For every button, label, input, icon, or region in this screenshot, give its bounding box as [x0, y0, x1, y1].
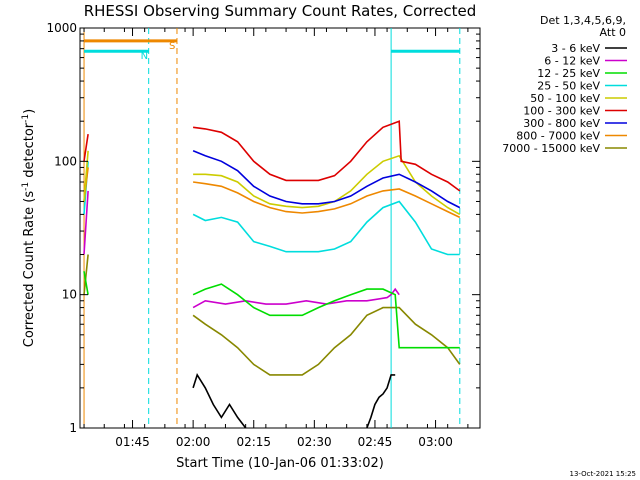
footer-timestamp: 13-Oct-2021 15:25	[570, 470, 636, 478]
plot-frame	[79, 27, 481, 429]
legend-entry-label: 12 - 25 keV	[537, 67, 600, 80]
legend-entry-label: 300 - 800 keV	[523, 117, 600, 130]
legend-header: Att 0	[600, 26, 626, 39]
y-tick-label: 1	[69, 421, 77, 435]
y-axis-label-part: )	[22, 109, 37, 114]
x-axis-label: Start Time (10-Jan-06 01:33:02)	[176, 456, 384, 471]
legend-entry-label: 25 - 50 keV	[537, 80, 600, 93]
x-tick-label: 02:45	[358, 435, 393, 449]
x-tick-label: 01:45	[115, 435, 150, 449]
legend-entry-label: 6 - 12 keV	[544, 55, 600, 68]
y-axis-label-part: detector	[22, 122, 37, 182]
chart-title: RHESSI Observing Summary Count Rates, Co…	[84, 2, 477, 20]
series-line	[83, 190, 400, 309]
series-line	[192, 373, 396, 429]
x-tick-label: 02:15	[236, 435, 271, 449]
y-tick-label: 10	[62, 288, 77, 302]
series-line	[83, 254, 461, 376]
series-line	[83, 120, 461, 192]
x-tick-label: 02:30	[297, 435, 332, 449]
y-axis-label: Corrected Count Rate (s-1 detector-1)	[21, 109, 37, 347]
legend-entry-label: 800 - 7000 keV	[516, 130, 600, 143]
flag-bar-label: S	[169, 41, 175, 52]
legend-entry-label: 7000 - 15000 keV	[502, 142, 600, 155]
plot-border	[79, 27, 481, 429]
flag-bar-label: N	[141, 51, 148, 62]
y-tick-label: 1000	[46, 21, 77, 35]
x-tick-label: 02:00	[176, 435, 211, 449]
series-line	[192, 150, 461, 209]
y-axis-label-part: Corrected Count Rate (s	[22, 191, 37, 348]
x-tick-label: 03:00	[418, 435, 453, 449]
legend-entry-label: 3 - 6 keV	[551, 42, 600, 55]
series-line	[83, 150, 461, 216]
series-line	[83, 271, 460, 349]
legend-entry-label: 100 - 300 keV	[523, 105, 600, 118]
x-axis: 01:45 02:00 02:15 02:30 02:45 03:00	[83, 28, 469, 449]
legend-entry-label: 50 - 100 keV	[530, 92, 600, 105]
y-axis-label-part: -1	[21, 182, 31, 191]
legend-header: Det 1,3,4,5,6,9,	[540, 14, 626, 27]
y-axis: 1 10 100 1000	[46, 21, 480, 435]
plot-area: SN	[83, 28, 461, 429]
y-axis-label-part: -1	[21, 114, 31, 123]
y-tick-label: 100	[54, 154, 77, 168]
